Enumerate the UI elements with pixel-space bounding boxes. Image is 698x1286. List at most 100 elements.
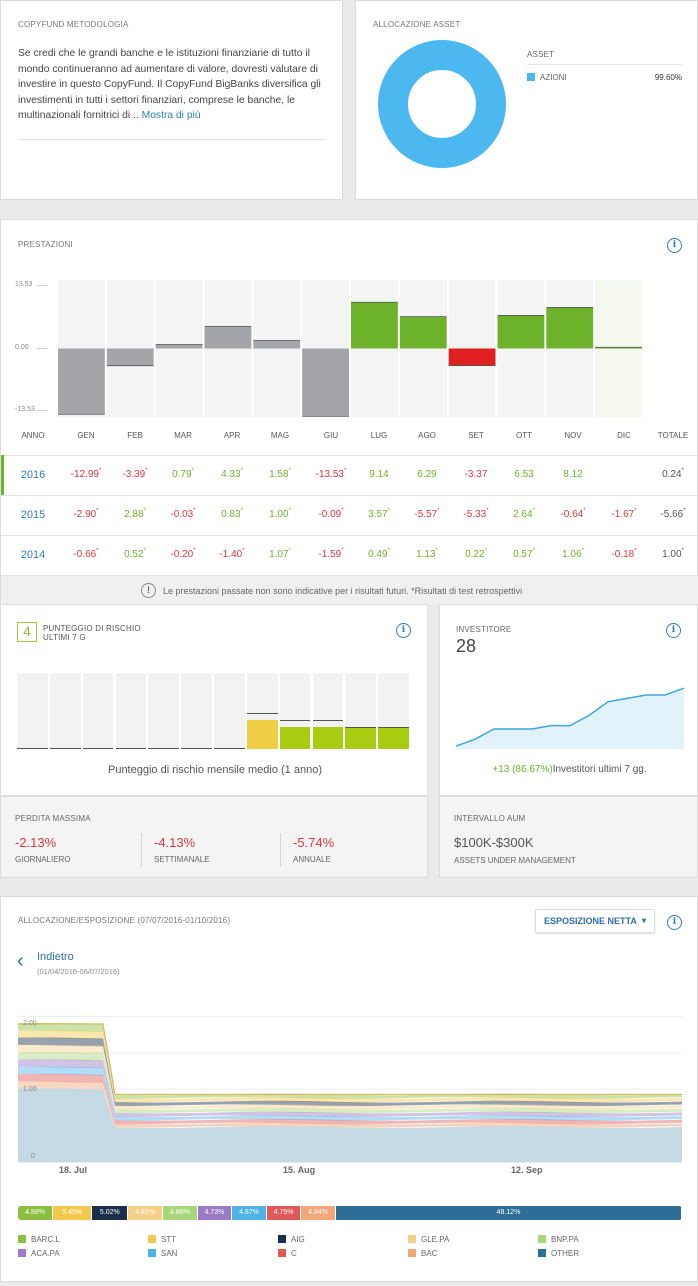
- perf-bar-mar: [155, 344, 203, 349]
- perf-cell: 1.07*: [256, 548, 304, 560]
- perf-cell: -1.59*: [307, 548, 355, 560]
- legend-label: AIG: [291, 1235, 305, 1244]
- perf-cell: -1.67*: [600, 508, 648, 520]
- perf-cell-marker: *: [387, 548, 390, 554]
- exposure-range: (07/07/2016-01/10/2016): [137, 916, 231, 925]
- back-range: (01/04/2016-06/07/2016): [37, 967, 120, 976]
- row-divider: [1, 495, 698, 496]
- investors-change-row: +13 (86.67%)Investitori ultimi 7 gg.: [440, 764, 698, 775]
- perf-cell-marker: *: [99, 468, 102, 474]
- perf-cell-value: 0.79: [172, 469, 192, 480]
- perf-cell-value: -12.99: [70, 469, 99, 480]
- divider: [527, 64, 682, 65]
- perf-cell-marker: *: [683, 508, 686, 514]
- perf-cell-marker: *: [437, 508, 440, 514]
- exposure-dropdown-label: ESPOSIZIONE NETTA: [544, 916, 637, 926]
- perf-cell: -3.39*: [111, 468, 159, 480]
- risk-bar-base: [181, 748, 212, 749]
- perf-cell-marker: *: [344, 468, 347, 474]
- risk-bar-base: [17, 748, 48, 749]
- col-header-nov: NOV: [564, 431, 582, 440]
- exposure-stacked-bar: 4.88% 5.45% 5.02% 4.81% 4.88% 4.73% 4.87% 4.75%…: [18, 1206, 682, 1220]
- back-link[interactable]: Indietro: [37, 951, 74, 963]
- perf-cell-value: -0.18: [611, 549, 635, 560]
- risk-info-icon[interactable]: i: [396, 623, 411, 638]
- perf-cell: -0.03*: [159, 508, 207, 520]
- perf-cell-value: -0.20: [170, 549, 194, 560]
- exposure-layer-bac: [18, 1081, 682, 1128]
- exposure-card: ALLOCAZIONE/ESPOSIZIONE (07/07/2016-01/1…: [0, 896, 698, 1282]
- risk-bar-bg: [115, 673, 147, 749]
- perf-cell-marker: *: [681, 548, 684, 554]
- legend-label: SAN: [161, 1249, 178, 1258]
- perf-cell-value: -3.39: [122, 469, 146, 480]
- aum-title: INTERVALLO AUM: [454, 814, 526, 823]
- investors-change: +13 (86.67%): [492, 764, 553, 775]
- perf-cell-marker: *: [581, 548, 584, 554]
- investors-area-chart: [456, 687, 684, 749]
- x-label-sep: 12. Sep: [511, 1165, 543, 1175]
- perf-cell-value: 3.57: [368, 509, 388, 520]
- perf-cell: 0.52*: [111, 548, 159, 560]
- legend-swatch: [278, 1249, 286, 1257]
- legend-swatch: [148, 1249, 156, 1257]
- y-tick: [37, 348, 47, 349]
- legend-label: BARC.L: [31, 1235, 60, 1244]
- show-more-link[interactable]: Mostra di più: [141, 110, 201, 121]
- perf-cell-value: 1.13: [416, 549, 436, 560]
- exposure-layer-san: [18, 1066, 682, 1121]
- col-header-giu: GIU: [323, 431, 339, 440]
- risk-title: PUNTEGGIO DI RISCHIO: [43, 624, 141, 633]
- max-loss-daily: -2.13% GIORNALIERO: [15, 835, 71, 864]
- risk-bar: [312, 727, 344, 749]
- exposure-bar-segment: 4.75%: [267, 1206, 302, 1220]
- col-header-set: SET: [468, 431, 484, 440]
- risk-bar: [345, 727, 377, 749]
- exposure-layer-other: [18, 1088, 682, 1162]
- perf-cell-marker: *: [288, 548, 291, 554]
- exposure-dropdown[interactable]: ESPOSIZIONE NETTA ▾: [535, 909, 655, 933]
- exposure-bar-segment: 4.88%: [18, 1206, 54, 1220]
- perf-cell-value: -0.03: [170, 509, 194, 520]
- perf-cell-value: 1.06: [562, 549, 582, 560]
- perf-cell-marker: *: [484, 548, 487, 554]
- col-header-ago: AGO: [418, 431, 436, 440]
- perf-cell-marker: *: [341, 508, 344, 514]
- investors-title: INVESTITORE: [456, 625, 512, 634]
- allocation-title: ALLOCAZIONE ASSET: [373, 20, 461, 29]
- performance-table: ANNO GEN FEB MAR APR MAG GIU LUG AGO SET OTT NOV DIC…: [1, 420, 698, 580]
- exposure-layer-barc.l: [18, 1022, 682, 1099]
- perf-cell: -0.18*: [600, 548, 648, 560]
- perf-cell: -1.40*: [208, 548, 256, 560]
- max-loss-annual: -5.74% ANNUALE: [293, 835, 334, 864]
- performance-info-icon[interactable]: i: [667, 238, 682, 253]
- perf-cell-value: 1.00: [662, 549, 682, 560]
- exposure-area-chart: [18, 1016, 682, 1163]
- perf-cell-marker: *: [532, 548, 535, 554]
- y-label-1: 1.00: [23, 1086, 37, 1093]
- perf-cell-value: 0.83: [221, 509, 241, 520]
- row-year: 2015: [20, 509, 46, 521]
- perf-cell-value: 4.33: [221, 469, 241, 480]
- exposure-bar-segment: 48.12%: [335, 1206, 682, 1220]
- legend-swatch: [538, 1249, 546, 1257]
- perf-cell: 1.00*: [256, 508, 304, 520]
- col-header-ott: OTT: [516, 431, 532, 440]
- performance-bar-chart: [58, 280, 642, 417]
- exposure-info-icon[interactable]: i: [667, 915, 682, 930]
- legend-item-gle.pa: GLE.PA: [408, 1235, 449, 1244]
- performance-card: PRESTAZIONI i 13.53 0.00 -13.53 ANNO GEN F…: [0, 219, 698, 605]
- legend-swatch: [18, 1249, 26, 1257]
- legend-item-barc.l: BARC.L: [18, 1235, 60, 1244]
- max-loss-annual-value: -5.74%: [293, 835, 335, 850]
- exposure-bar-segment: 5.45%: [53, 1206, 93, 1220]
- y-axis-mid: 0.00: [15, 344, 29, 351]
- legend-label: BNP.PA: [551, 1235, 579, 1244]
- back-chevron-icon[interactable]: ‹: [17, 950, 24, 972]
- risk-bar-base: [49, 748, 81, 749]
- allocation-header: ASSET: [527, 50, 555, 59]
- perf-cell: 6.53: [500, 469, 548, 480]
- investors-info-icon[interactable]: i: [666, 623, 681, 638]
- risk-bar-bg: [49, 673, 81, 749]
- perf-cell-marker: *: [288, 508, 291, 514]
